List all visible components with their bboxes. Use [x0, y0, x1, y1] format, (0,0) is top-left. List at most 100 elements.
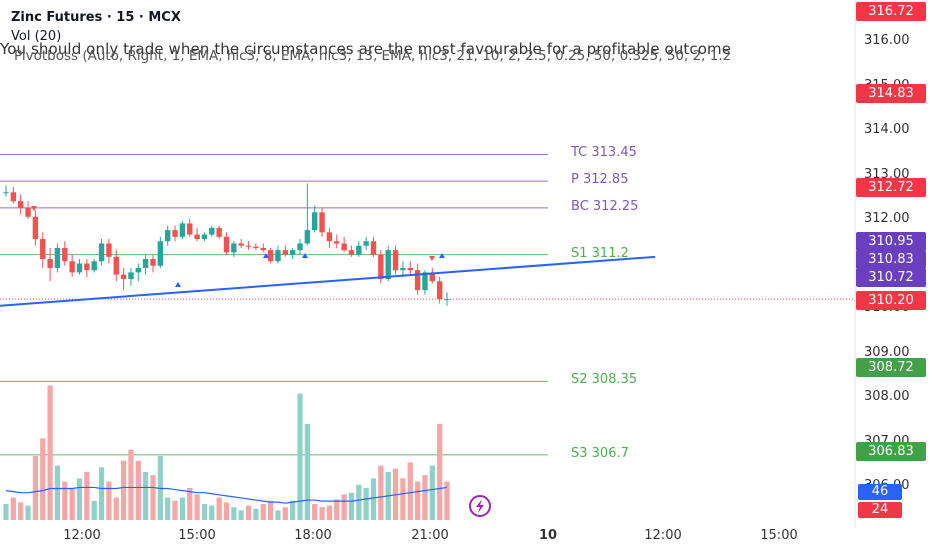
- candle-body: [378, 254, 384, 280]
- volume-bar: [3, 504, 9, 520]
- volume-indicator-label[interactable]: Vol (20): [11, 29, 62, 44]
- candle-body: [84, 263, 90, 271]
- volume-bar: [429, 465, 435, 520]
- price-badge: 306.83: [856, 442, 926, 461]
- candle-body: [304, 230, 311, 244]
- volume-bar: [106, 481, 112, 520]
- volume-bar: [437, 424, 443, 520]
- price-badge: 46: [858, 484, 902, 500]
- price-badge: 312.72: [856, 178, 926, 197]
- candle-body: [201, 234, 208, 240]
- candle-body: [3, 192, 9, 194]
- time-tick-label: 21:00: [411, 528, 449, 543]
- volume-ma-line: [5, 486, 448, 504]
- volume-bar: [297, 393, 303, 520]
- candle-body: [150, 259, 156, 266]
- volume-bar: [47, 385, 53, 520]
- price-badge: 24: [858, 502, 902, 518]
- candle-body: [282, 250, 288, 255]
- pivot-marker-icon: [31, 206, 37, 211]
- candle-body: [341, 243, 347, 251]
- level-label: TC 313.45: [571, 145, 637, 161]
- volume-bar: [268, 500, 274, 520]
- volume-bar: [194, 494, 200, 520]
- volume-bar: [84, 472, 90, 520]
- volume-bar: [245, 505, 252, 520]
- volume-bar: [121, 460, 127, 520]
- candle-body: [91, 261, 97, 271]
- candle-body: [113, 256, 119, 275]
- candle-body: [10, 192, 17, 202]
- candle-body: [172, 230, 178, 237]
- candle-body: [194, 234, 200, 240]
- candle-body: [165, 230, 171, 242]
- candle-body: [187, 223, 193, 235]
- volume-bar: [209, 505, 215, 520]
- candle-body: [32, 216, 39, 240]
- candle-body: [275, 250, 281, 262]
- candle-body: [76, 263, 83, 273]
- candle-body: [54, 247, 61, 268]
- time-tick-label: 12:00: [644, 528, 682, 543]
- volume-bar: [341, 494, 347, 520]
- time-tick-label: 10: [538, 528, 558, 543]
- volume-bar: [231, 507, 237, 520]
- candle-body: [253, 246, 259, 248]
- volume-bar: [400, 478, 406, 520]
- volume-bar: [319, 507, 325, 520]
- price-badge: 316.72: [856, 2, 926, 21]
- level-label: BC 312.25: [571, 198, 639, 214]
- candle-body: [407, 267, 413, 271]
- volume-bar: [348, 492, 355, 520]
- candle-body: [312, 212, 318, 231]
- price-tick-label: 308.00: [864, 389, 910, 404]
- symbol-title[interactable]: Zinc Futures · 15 · MCX: [11, 10, 181, 25]
- candle-body: [18, 201, 24, 208]
- volume-bar: [69, 488, 75, 520]
- candle-body: [363, 241, 369, 246]
- price-tick-label: 313.00: [864, 166, 910, 182]
- candle-body: [98, 243, 105, 262]
- pivot-marker-icon: [429, 256, 435, 261]
- candle-body: [422, 272, 428, 291]
- volume-bar: [172, 500, 178, 520]
- pivot-marker-icon: [302, 253, 308, 258]
- candle-body: [231, 243, 237, 253]
- level-label: P 312.85: [571, 172, 629, 188]
- pivotboss-indicator-label[interactable]: Pivotboss (Auto, Right, 1, EMA, hlc3, 8,…: [14, 48, 732, 64]
- candle-body: [120, 274, 127, 280]
- level-label: S3 306.7: [571, 445, 629, 461]
- trendline: [0, 255, 656, 307]
- time-tick-label: 18:00: [294, 528, 332, 543]
- price-tick-label: 309.00: [864, 344, 910, 360]
- volume-bar: [444, 481, 450, 520]
- volume-bar: [238, 510, 244, 520]
- volume-bar: [143, 472, 149, 520]
- volume-bar: [32, 456, 38, 520]
- volume-bar: [223, 502, 230, 520]
- level-label: S1 311.2: [571, 245, 629, 261]
- price-badge: 310.20: [856, 291, 926, 310]
- candle-body: [62, 247, 68, 262]
- volume-bar: [54, 465, 61, 520]
- volume-bar: [216, 497, 222, 520]
- volume-bar: [150, 475, 156, 520]
- candle-body: [348, 250, 355, 255]
- candle-body: [40, 239, 46, 260]
- price-tick-label: 314.00: [864, 122, 910, 137]
- candle-body: [385, 250, 391, 280]
- volume-bar: [165, 497, 171, 520]
- volume-bar: [135, 460, 141, 520]
- candle-body: [334, 241, 340, 244]
- price-tick-label: 312.00: [864, 211, 910, 226]
- volume-bar: [275, 510, 281, 520]
- lightning-icon[interactable]: [469, 495, 491, 517]
- volume-bar: [304, 424, 310, 520]
- volume-bar: [334, 499, 340, 520]
- price-badge: 308.72: [856, 358, 926, 377]
- pivot-marker-icon: [175, 282, 181, 287]
- candle-body: [216, 227, 222, 237]
- volume-bar: [378, 465, 384, 520]
- candle-body: [319, 212, 325, 233]
